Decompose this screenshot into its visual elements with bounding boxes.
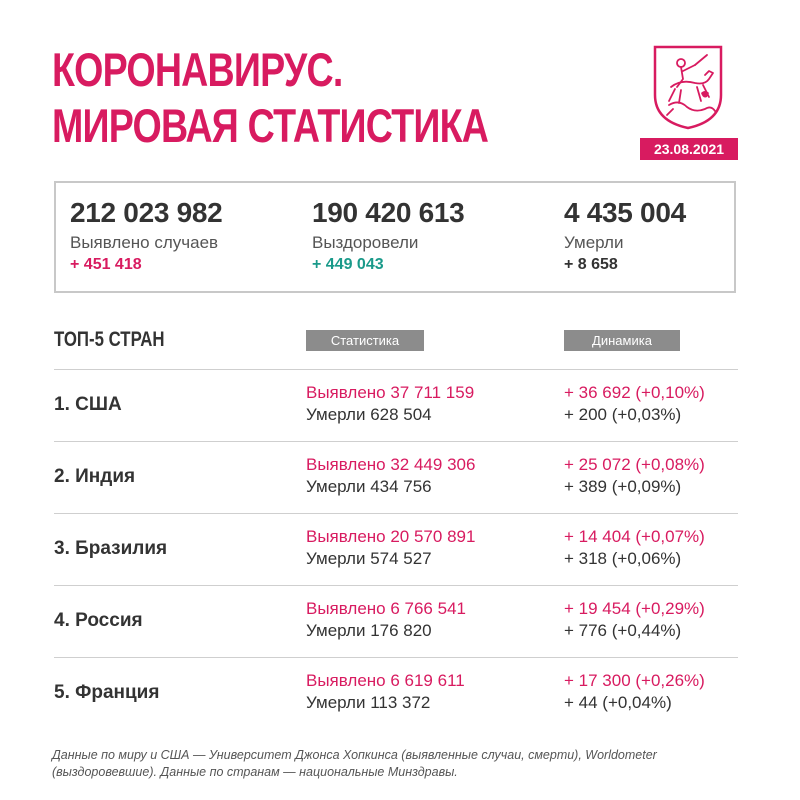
country-deaths-delta: + 776 (+0,44%) [564,621,682,640]
country-deaths-delta: + 389 (+0,09%) [564,477,682,496]
title-line-1: КОРОНАВИРУС. [52,43,343,96]
country-cases-delta: + 36 692 (+0,10%) [564,383,705,402]
country-name: 4. Россия [54,610,143,631]
country-stats: Выявлено 6 766 541 Умерли 176 820 [306,598,466,642]
title-line-2: МИРОВАЯ СТАТИСТИКА [52,99,489,152]
table-row: 4. Россия Выявлено 6 766 541 Умерли 176 … [54,585,738,657]
country-cases-delta: + 25 072 (+0,08%) [564,455,705,474]
country-stats: Выявлено 32 449 306 Умерли 434 756 [306,454,475,498]
country-deaths: Умерли 628 504 [306,405,432,424]
stats-column-header: Статистика [306,330,424,351]
source-footnote: Данные по миру и США — Университет Джонс… [52,748,657,779]
country-dynamics: + 14 404 (+0,07%) + 318 (+0,06%) [564,526,705,570]
country-name: 1. США [54,394,122,415]
country-cases-delta: + 19 454 (+0,29%) [564,599,705,618]
country-dynamics: + 36 692 (+0,10%) + 200 (+0,03%) [564,382,705,426]
country-deaths-delta: + 318 (+0,06%) [564,549,682,568]
cases-total: 212 023 982 [70,197,223,228]
recovered-delta: + 449 043 [312,256,384,273]
country-deaths: Умерли 176 820 [306,621,432,640]
country-name: 3. Бразилия [54,538,168,559]
deaths-delta: + 8 658 [564,256,618,273]
country-cases: Выявлено 32 449 306 [306,455,476,474]
deaths-stat: 4 435 004 Умерли + 8 658 [564,197,686,274]
country-dynamics: + 19 454 (+0,29%) + 776 (+0,44%) [564,598,705,642]
cases-label: Выявлено случаев [70,233,219,252]
deaths-label: Умерли [564,233,624,252]
table-row: 3. Бразилия Выявлено 20 570 891 Умерли 5… [54,513,738,585]
page-title: КОРОНАВИРУС. МИРОВАЯ СТАТИСТИКА [52,42,489,154]
country-cases-delta: + 17 300 (+0,26%) [564,671,705,690]
table-row: 1. США Выявлено 37 711 159 Умерли 628 50… [54,369,738,441]
country-deaths: Умерли 434 756 [306,477,432,496]
country-name: 2. Индия [54,466,136,487]
country-stats: Выявлено 37 711 159 Умерли 628 504 [306,382,474,426]
top5-heading: ТОП-5 СТРАН [54,328,165,351]
recovered-total: 190 420 613 [312,197,465,228]
recovered-label: Выздоровели [312,233,419,252]
top5-table: 1. США Выявлено 37 711 159 Умерли 628 50… [54,369,738,729]
country-stats: Выявлено 6 619 611 Умерли 113 372 [306,670,465,714]
country-cases-delta: + 14 404 (+0,07%) [564,527,705,546]
country-deaths: Умерли 113 372 [306,693,431,712]
country-dynamics: + 25 072 (+0,08%) + 389 (+0,09%) [564,454,705,498]
country-cases: Выявлено 37 711 159 [306,383,475,402]
country-cases: Выявлено 6 619 611 [306,671,465,690]
moscow-coat-of-arms-icon [651,43,725,131]
country-cases: Выявлено 20 570 891 [306,527,476,546]
deaths-total: 4 435 004 [564,197,686,228]
country-deaths-delta: + 200 (+0,03%) [564,405,682,424]
country-name: 5. Франция [54,682,160,703]
date-badge: 23.08.2021 [640,138,738,160]
table-row: 5. Франция Выявлено 6 619 611 Умерли 113… [54,657,738,729]
country-cases: Выявлено 6 766 541 [306,599,466,618]
cases-delta: + 451 418 [70,256,142,273]
cases-stat: 212 023 982 Выявлено случаев + 451 418 [70,197,223,274]
world-summary-panel: 212 023 982 Выявлено случаев + 451 418 1… [54,181,736,293]
country-dynamics: + 17 300 (+0,26%) + 44 (+0,04%) [564,670,705,714]
recovered-stat: 190 420 613 Выздоровели + 449 043 [312,197,465,274]
table-row: 2. Индия Выявлено 32 449 306 Умерли 434 … [54,441,738,513]
country-deaths-delta: + 44 (+0,04%) [564,693,672,712]
country-deaths: Умерли 574 527 [306,549,432,568]
country-stats: Выявлено 20 570 891 Умерли 574 527 [306,526,475,570]
dynamics-column-header: Динамика [564,330,680,351]
